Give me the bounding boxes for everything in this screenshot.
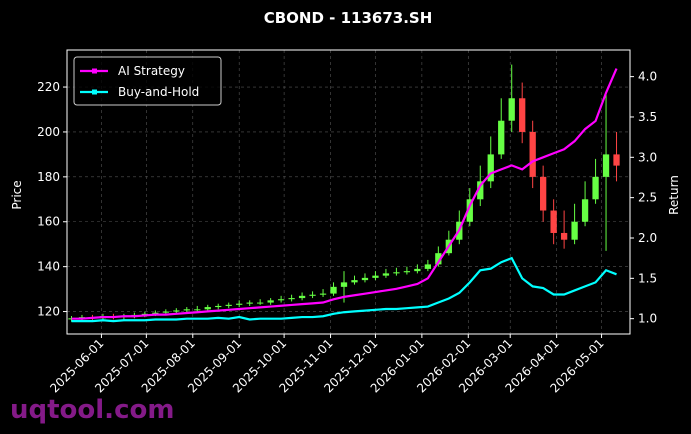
- y2-tick-label: 3.5: [638, 110, 657, 124]
- candle-body: [602, 154, 610, 177]
- candle-body: [246, 302, 253, 304]
- legend: AI Strategy Buy-and-Hold: [73, 56, 222, 106]
- candle-body: [581, 199, 589, 222]
- candle-body: [571, 221, 578, 240]
- candle-body: [173, 310, 180, 312]
- candle-body: [529, 131, 536, 177]
- candle-body: [519, 98, 526, 132]
- candle-body: [424, 264, 432, 269]
- candle-body: [257, 302, 264, 304]
- plot-frame: [66, 49, 631, 335]
- y2-tick-label: 2.5: [638, 191, 657, 205]
- legend-marker: [92, 89, 97, 95]
- candle-body: [215, 305, 222, 308]
- y2-tick-label: 3.0: [638, 150, 657, 164]
- candle-body: [550, 210, 557, 233]
- y-tick-label: 200: [37, 125, 60, 139]
- candle-body: [466, 199, 473, 222]
- candle-body: [613, 154, 620, 166]
- y-tick-label: 220: [37, 80, 60, 94]
- y-tick-label: 120: [37, 305, 60, 319]
- y-tick-label: 140: [37, 260, 60, 274]
- candle-body: [372, 275, 379, 278]
- chart-title: CBOND - 113673.SH: [264, 9, 433, 27]
- y2-tick-label: 1.5: [638, 271, 657, 285]
- candle-body: [498, 120, 505, 155]
- y2-axis-label: Return: [667, 175, 681, 215]
- candle-body: [204, 307, 211, 310]
- watermark: uqtool.com: [10, 395, 174, 425]
- y2-tick-label: 4.0: [638, 70, 657, 84]
- candle-body: [403, 271, 411, 273]
- candle-body: [393, 272, 400, 274]
- candle-body: [487, 154, 494, 182]
- legend-label: Buy-and-Hold: [118, 85, 199, 99]
- candle-body: [277, 299, 285, 301]
- candle-body: [477, 181, 484, 200]
- y2-tick-label: 2.0: [638, 231, 657, 245]
- y-axis-label: Price: [10, 180, 24, 209]
- candle-body: [162, 311, 169, 313]
- candle-body: [152, 312, 159, 314]
- candle-body: [340, 282, 348, 287]
- candle-body: [508, 98, 515, 121]
- candle-body: [435, 253, 442, 265]
- candle-body: [351, 280, 358, 283]
- candle-body: [183, 309, 190, 311]
- candle-body: [309, 294, 316, 296]
- line-series: [71, 256, 617, 323]
- candle-body: [267, 300, 274, 303]
- y-tick-label: 180: [37, 170, 60, 184]
- candle-body: [288, 298, 295, 300]
- legend-marker: [92, 68, 97, 74]
- candle-body: [361, 277, 369, 281]
- candle-body: [330, 286, 337, 294]
- candle-body: [560, 232, 568, 240]
- y-tick-label: 160: [37, 215, 60, 229]
- candle-body: [298, 295, 306, 299]
- candle-body: [319, 293, 327, 295]
- line-series: [71, 68, 618, 320]
- y2-tick-label: 1.0: [638, 312, 657, 326]
- candle-body: [540, 176, 547, 211]
- candle-body: [592, 176, 599, 200]
- legend-label: AI Strategy: [118, 64, 185, 78]
- legend-box: [73, 56, 222, 106]
- candle-body: [236, 303, 243, 305]
- candle-body: [194, 309, 201, 311]
- candle-body: [225, 304, 232, 306]
- candle-body: [382, 273, 390, 276]
- candle-body: [414, 268, 421, 272]
